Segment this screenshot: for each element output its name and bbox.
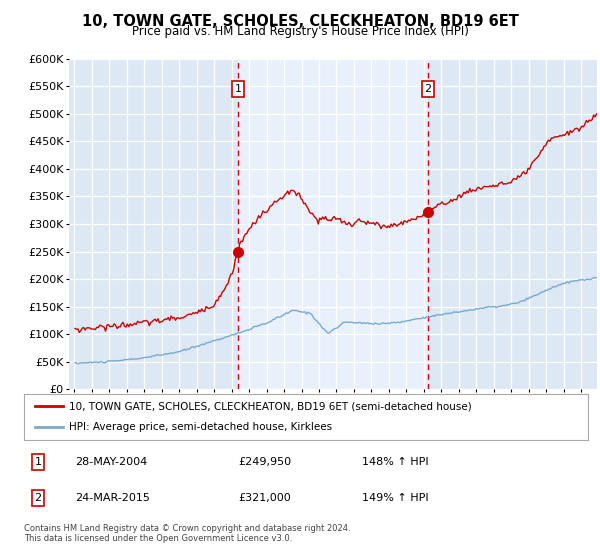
Text: Contains HM Land Registry data © Crown copyright and database right 2024.
This d: Contains HM Land Registry data © Crown c… (24, 524, 350, 543)
Text: 28-MAY-2004: 28-MAY-2004 (75, 457, 147, 467)
Text: 1: 1 (235, 84, 242, 94)
Text: 2: 2 (424, 84, 431, 94)
Text: 2: 2 (35, 493, 41, 503)
Bar (238, 59, 428, 389)
Text: Price paid vs. HM Land Registry's House Price Index (HPI): Price paid vs. HM Land Registry's House … (131, 25, 469, 38)
Text: 10, TOWN GATE, SCHOLES, CLECKHEATON, BD19 6ET (semi-detached house): 10, TOWN GATE, SCHOLES, CLECKHEATON, BD1… (69, 401, 472, 411)
Text: £321,000: £321,000 (238, 493, 291, 503)
Text: 10, TOWN GATE, SCHOLES, CLECKHEATON, BD19 6ET: 10, TOWN GATE, SCHOLES, CLECKHEATON, BD1… (82, 14, 518, 29)
Text: 149% ↑ HPI: 149% ↑ HPI (362, 493, 429, 503)
Text: HPI: Average price, semi-detached house, Kirklees: HPI: Average price, semi-detached house,… (69, 422, 332, 432)
Text: 24-MAR-2015: 24-MAR-2015 (75, 493, 149, 503)
Text: £249,950: £249,950 (238, 457, 292, 467)
Text: 148% ↑ HPI: 148% ↑ HPI (362, 457, 429, 467)
Text: 1: 1 (35, 457, 41, 467)
